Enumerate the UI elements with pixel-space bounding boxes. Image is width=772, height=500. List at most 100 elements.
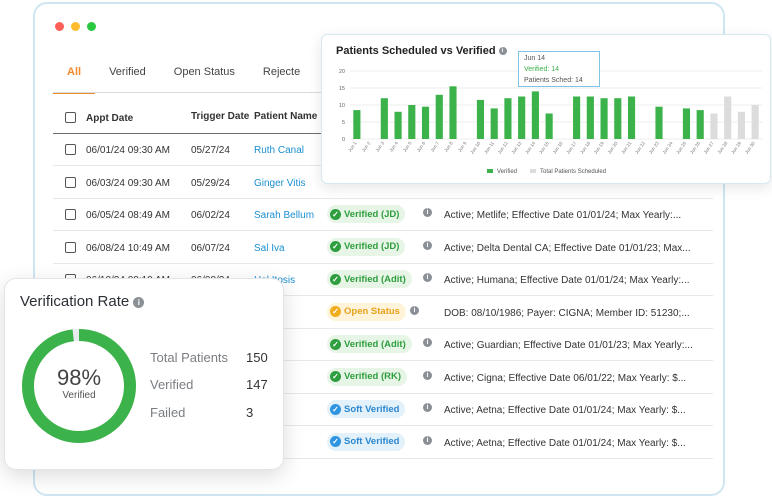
x-tick-label: Jun 3 xyxy=(375,140,386,152)
table-row[interactable]: 06/08/24 10:49 AM 06/07/24 Sal Iva ✓ Verifie… xyxy=(53,232,713,264)
x-tick-label: Jun 16 xyxy=(552,140,564,155)
patient-name-link[interactable]: Sarah Bellum xyxy=(254,210,315,221)
status-badge-label: Verified (Adit) xyxy=(344,338,406,350)
row-checkbox[interactable] xyxy=(65,176,76,188)
x-tick-label: Jun 23 xyxy=(648,140,660,155)
info-icon[interactable]: i xyxy=(423,370,432,380)
window-controls xyxy=(55,22,96,31)
verified-bar xyxy=(655,106,663,139)
table-row[interactable]: 06/03/24 09:30 AM 05/29/24 Ginger Vitis xyxy=(53,167,713,199)
col-appt-date[interactable]: Appt Date xyxy=(86,113,134,124)
status-badge: ✓ Verified (Adit) xyxy=(327,270,412,288)
status-badge: ✓ Verified (JD) xyxy=(327,237,406,256)
stat-failed-label: Failed xyxy=(150,405,186,420)
status-badge: ✓ Soft Verified xyxy=(327,432,406,451)
verified-bar xyxy=(353,110,361,139)
info-icon[interactable]: i xyxy=(423,240,432,250)
stat-failed-value: 3 xyxy=(246,405,254,420)
verified-bar xyxy=(614,98,622,139)
y-tick-label: 5 xyxy=(342,120,345,126)
appt-date: 06/05/24 08:49 AM xyxy=(86,210,170,221)
status-badge: ✓ Verified (JD) xyxy=(327,205,406,223)
tab-all[interactable]: All xyxy=(53,62,96,94)
verification-sub: Verified xyxy=(62,390,96,401)
status-badge-label: Verified (RK) xyxy=(344,371,402,382)
trigger-date: 06/02/24 xyxy=(191,210,230,221)
verified-bar xyxy=(573,96,581,139)
legend-swatch-scheduled xyxy=(530,169,536,173)
info-icon[interactable]: i xyxy=(423,435,432,445)
patient-name-link[interactable]: Ginger Vitis xyxy=(254,177,306,189)
patient-name-link[interactable]: Sal Iva xyxy=(254,242,285,254)
status-badge-label: Verified (JD) xyxy=(344,241,400,252)
scheduled-bar xyxy=(724,96,732,139)
maximize-dot[interactable] xyxy=(87,22,96,31)
verified-bar xyxy=(627,96,636,139)
x-tick-label: Jun 19 xyxy=(593,140,605,155)
verified-bar xyxy=(531,91,539,139)
verification-details: Active; Humana; Effective Date 01/01/24;… xyxy=(444,275,690,286)
verified-bar xyxy=(421,106,430,139)
info-icon[interactable]: i xyxy=(423,208,432,217)
check-circle-icon: ✓ xyxy=(330,338,341,350)
x-tick-label: Jun 4 xyxy=(388,140,399,152)
stat-verified-label: Verified xyxy=(150,377,194,392)
status-badge-label: Soft Verified xyxy=(344,436,400,447)
verification-details: Active; Guardian; Effective Date 01/01/2… xyxy=(444,340,693,351)
x-tick-label: Jun 14 xyxy=(524,140,536,155)
verification-details: Active; Metlife; Effective Date 01/01/24… xyxy=(444,210,682,221)
verification-details: Active; Aetna; Effective Date 01/01/24; … xyxy=(444,437,686,449)
x-tick-label: Jun 1 xyxy=(347,140,358,152)
tab-verified[interactable]: Verified xyxy=(109,66,146,78)
check-circle-icon: ✓ xyxy=(330,436,341,447)
tooltip-scheduled: Patients Sched: 14 xyxy=(524,77,583,84)
row-checkbox[interactable] xyxy=(65,209,76,220)
info-icon[interactable]: i xyxy=(498,47,507,56)
appt-date: 06/03/24 09:30 AM xyxy=(86,177,170,189)
verified-bar xyxy=(380,98,388,139)
x-tick-label: Jun 15 xyxy=(538,140,550,155)
info-icon[interactable]: i xyxy=(410,305,419,315)
check-circle-icon: ✓ xyxy=(330,306,341,317)
tab-open-status[interactable]: Open Status xyxy=(173,66,235,78)
x-tick-label: Jun 28 xyxy=(716,140,728,155)
patient-name-link[interactable]: Ruth Canal xyxy=(254,145,305,156)
chart-title: Patients Scheduled vs Verified i xyxy=(336,45,507,57)
info-icon[interactable]: i xyxy=(423,338,432,347)
verified-bar xyxy=(696,110,704,139)
row-checkbox[interactable] xyxy=(65,241,76,253)
select-all-checkbox[interactable] xyxy=(65,112,76,123)
verification-details: Active; Aetna; Effective Date 01/01/24; … xyxy=(444,405,686,416)
x-tick-label: Jun 20 xyxy=(607,140,619,155)
row-checkbox[interactable] xyxy=(65,144,76,155)
info-icon[interactable]: i xyxy=(423,273,432,282)
col-patient-name[interactable]: Patient Name xyxy=(254,111,318,122)
y-tick-label: 10 xyxy=(339,103,345,109)
verified-bar xyxy=(518,96,526,139)
verification-rate-card: Verification Rate i 98% Verified Total P… xyxy=(4,278,284,470)
check-circle-icon: ✓ xyxy=(330,208,341,220)
info-icon[interactable]: i xyxy=(133,296,145,308)
table-row[interactable]: 06/05/24 08:49 AM 06/02/24 Sarah Bellum ✓ Ve… xyxy=(53,199,713,231)
scheduled-bar xyxy=(737,111,745,139)
close-dot[interactable] xyxy=(55,22,64,31)
x-tick-label: Jun 8 xyxy=(443,140,454,152)
scheduled-bar xyxy=(710,113,718,139)
info-icon[interactable]: i xyxy=(423,403,432,412)
appt-date: 06/01/24 09:30 AM xyxy=(86,145,170,156)
x-tick-label: Jun 25 xyxy=(675,140,687,155)
chart-tooltip: Jun 14 Verified: 14 Patients Sched: 14 xyxy=(518,51,600,87)
x-tick-label: Jun 18 xyxy=(579,140,591,155)
x-tick-label: Jun 26 xyxy=(689,140,701,155)
verified-bar xyxy=(504,98,512,139)
col-trigger-date[interactable]: Trigger Date xyxy=(191,111,250,122)
appt-date: 06/08/24 10:49 AM xyxy=(86,242,170,254)
minimize-dot[interactable] xyxy=(71,22,80,31)
tab-rejected[interactable]: Rejecte xyxy=(262,66,301,78)
x-tick-label: Jun 10 xyxy=(469,140,481,155)
x-tick-label: Jun 5 xyxy=(402,140,413,152)
